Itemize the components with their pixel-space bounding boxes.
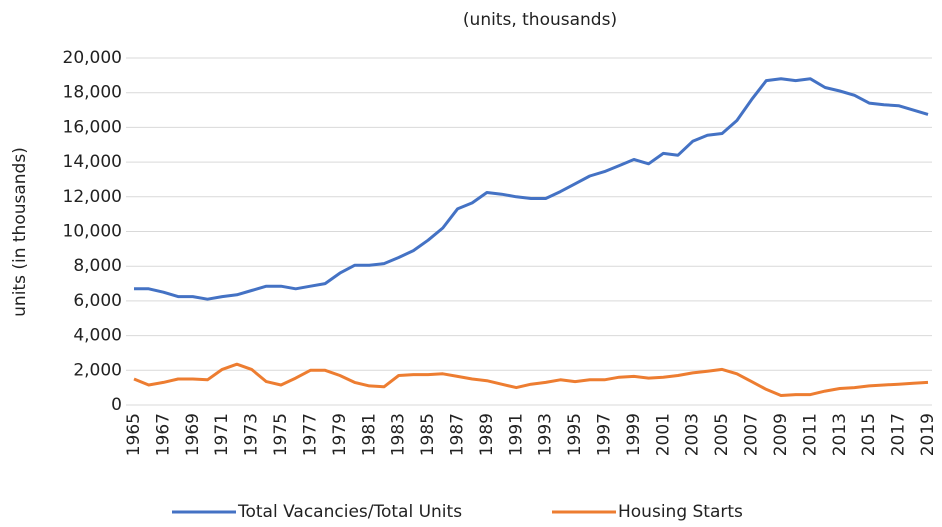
x-tick-label: 1989: [477, 413, 497, 456]
x-tick-label: 2009: [771, 413, 791, 456]
x-tick-label: 1985: [418, 413, 438, 456]
y-tick-label: 0: [111, 395, 122, 415]
y-tick-label: 20,000: [63, 48, 122, 68]
x-tick-label: 1999: [624, 413, 644, 456]
x-tick-label: 2013: [830, 413, 850, 456]
y-tick-label: 8,000: [73, 256, 122, 276]
x-tick-label: 2007: [742, 413, 762, 456]
y-tick-label: 12,000: [63, 187, 122, 207]
x-tick-label: 1993: [536, 413, 556, 456]
x-tick-label: 1991: [506, 413, 526, 456]
y-tick-label: 10,000: [63, 222, 122, 242]
y-tick-label: 14,000: [63, 152, 122, 172]
series-line: [134, 77, 929, 301]
x-tick-label: 2005: [712, 413, 732, 456]
x-tick-label: 1983: [389, 413, 409, 456]
y-axis-label: units (in thousands): [10, 147, 30, 317]
x-tick-label: 1967: [153, 413, 173, 456]
x-tick-label: 1975: [271, 413, 291, 456]
y-tick-label: 2,000: [73, 360, 122, 380]
series-line: [133, 362, 929, 397]
x-tick-label: 1987: [447, 413, 467, 456]
x-tick-label: 1973: [242, 413, 262, 456]
x-tick-label: 1997: [595, 413, 615, 456]
y-tick-label: 6,000: [73, 291, 122, 311]
x-tick-label: 1971: [212, 413, 232, 456]
y-tick-label: 16,000: [63, 117, 122, 137]
x-tick-label: 1977: [300, 413, 320, 456]
y-tick-label: 4,000: [73, 326, 122, 346]
y-tick-label: 18,000: [63, 83, 122, 103]
x-tick-label: 2003: [683, 413, 703, 456]
x-tick-label: 1965: [124, 413, 144, 456]
legend-label: Housing Starts: [618, 502, 743, 522]
chart-title: (units, thousands): [463, 10, 617, 30]
x-tick-label: 1995: [565, 413, 585, 456]
x-tick-label: 1979: [330, 413, 350, 456]
x-tick-label: 2011: [800, 413, 820, 456]
x-tick-label: 1981: [359, 413, 379, 456]
x-tick-label: 2015: [859, 413, 879, 456]
x-tick-label: 2019: [918, 413, 938, 456]
x-tick-label: 1969: [183, 413, 203, 456]
legend-label: Total Vacancies/Total Units: [237, 502, 462, 522]
x-tick-label: 2001: [653, 413, 673, 456]
x-tick-label: 2017: [889, 413, 909, 456]
